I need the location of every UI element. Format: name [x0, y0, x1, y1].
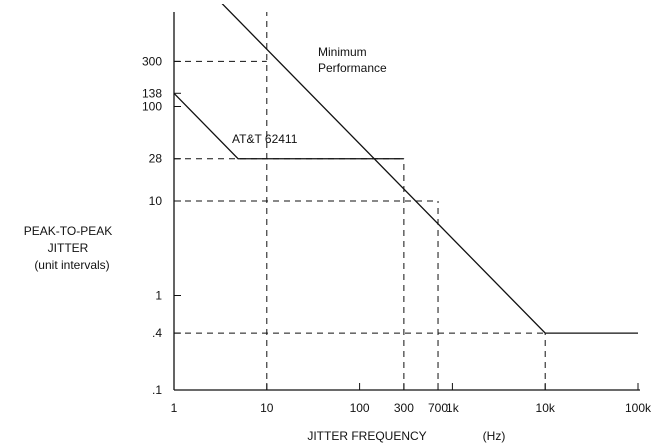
- x-axis-unit: (Hz): [483, 429, 506, 443]
- x-tick-label-10k: 10k: [536, 401, 556, 415]
- series-line-minimum-performance: [221, 4, 638, 334]
- reference-lines: [174, 12, 546, 390]
- y-tick-label-28: 28: [149, 152, 163, 166]
- x-axis-title: JITTER FREQUENCY: [307, 429, 426, 443]
- x-tick-label-100k: 100k: [625, 401, 652, 415]
- y-tick-label-138: 138: [142, 86, 162, 100]
- y-tick-label-4: .4: [152, 326, 162, 340]
- x-tick-label-700: 700: [428, 401, 448, 415]
- x-tick-label-10: 10: [260, 401, 274, 415]
- x-tick-label-100: 100: [350, 401, 370, 415]
- y-tick-label-1: .1: [152, 383, 162, 397]
- series-label-att-62411: AT&T 62411: [232, 132, 298, 146]
- series-layer: [174, 4, 638, 334]
- labels: Minimum Performance AT&T 62411 PEAK-TO-P…: [24, 45, 506, 443]
- y-axis-title-line2: JITTER: [48, 241, 89, 255]
- y-tick-label-300: 300: [142, 54, 162, 68]
- y-axis-title-line3: (unit intervals): [34, 258, 109, 272]
- y-tick-label-100: 100: [142, 100, 162, 114]
- x-tick-label-1: 1: [171, 401, 178, 415]
- y-axis-title-line1: PEAK-TO-PEAK: [24, 224, 112, 238]
- y-tick-label-1: 1: [155, 289, 162, 303]
- x-tick-label-300: 300: [394, 401, 414, 415]
- x-tick-label-1k: 1k: [446, 401, 460, 415]
- series-label-minimum-performance-line2: Performance: [318, 61, 387, 75]
- y-tick-label-10: 10: [149, 194, 163, 208]
- series-label-minimum-performance-line1: Minimum: [318, 45, 367, 59]
- series-line-at-t-62411: [174, 92, 404, 160]
